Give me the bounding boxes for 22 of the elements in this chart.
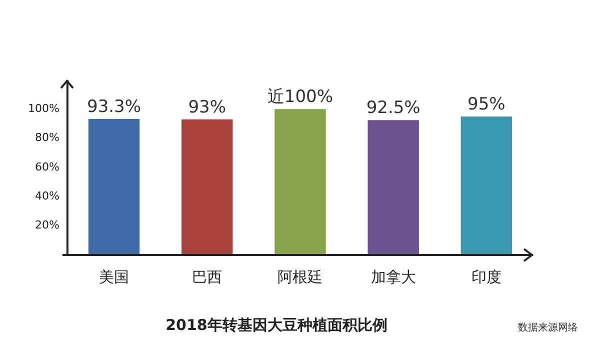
data-label: 93.3% [86,96,142,117]
data-label: 92.5% [366,98,420,118]
x-tick-label: 阿根廷 [278,268,323,286]
x-tick-label: 印度 [471,268,502,286]
text: 2018年转基因大豆种植面积比例 [166,316,388,334]
data-label: 95% [468,94,506,114]
data-label: 93% [188,97,226,118]
y-tick-label: 80% [34,131,60,144]
bar [274,109,326,255]
x-tick-label: 美国 [99,268,130,286]
y-tick-label: 60% [34,160,60,174]
data-label: 近100% [267,87,334,108]
x-tick-label: 巴西 [192,268,222,286]
bar [88,118,140,255]
bar [368,120,419,255]
bar [460,116,512,255]
y-tick-label: 40% [34,190,60,203]
y-tick-label: 100% [28,102,60,116]
y-tick-label: 20% [34,218,60,232]
x-tick-label: 加拿大 [370,268,416,286]
bar [182,119,233,255]
text: 数据来源网络 [518,322,578,334]
